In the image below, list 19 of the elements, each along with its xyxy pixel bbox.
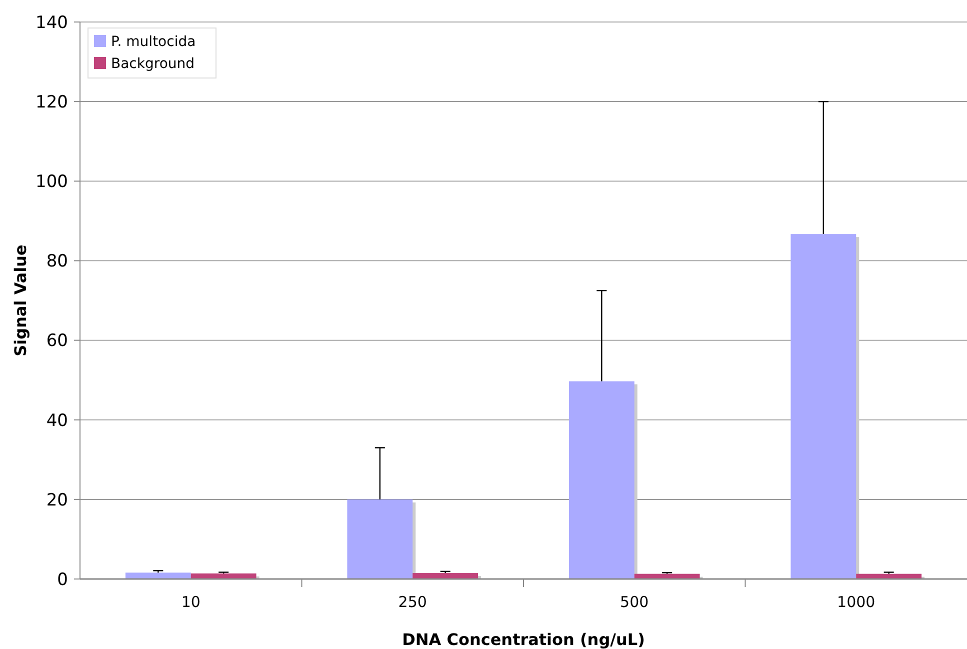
x-tick-label: 1000 [837, 593, 876, 611]
legend-label: Background [111, 56, 195, 72]
x-axis-title: DNA Concentration (ng/uL) [402, 630, 645, 649]
y-tick-label: 120 [36, 92, 68, 113]
x-tick-label: 500 [620, 593, 649, 611]
y-tick-label: 60 [46, 331, 68, 352]
y-tick-label: 0 [57, 570, 68, 590]
bar [412, 573, 478, 579]
y-tick-label: 100 [36, 172, 68, 192]
legend-label: P. multocida [111, 34, 196, 50]
y-tick-label: 80 [46, 252, 68, 272]
y-tick-label: 40 [46, 410, 68, 431]
bar [125, 572, 191, 579]
y-tick-label: 20 [46, 490, 68, 510]
x-tick-label: 250 [398, 593, 427, 611]
y-tick-label: 140 [36, 12, 68, 33]
x-tick-label: 10 [181, 593, 200, 611]
bar [190, 573, 256, 579]
y-axis-title: Signal Value [11, 244, 30, 356]
